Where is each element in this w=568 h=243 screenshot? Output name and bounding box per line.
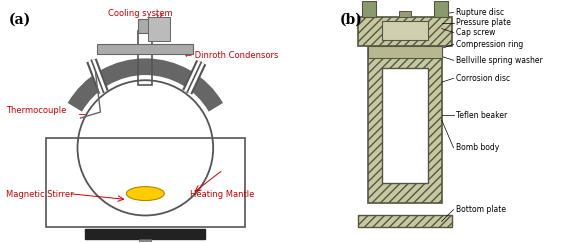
Bar (362, 1, 376, 17)
Bar (382, 68, 428, 183)
Text: Bottom plate: Bottom plate (456, 205, 506, 214)
Bar (148, 17, 170, 42)
Bar (139, 31, 152, 85)
Text: Heating Mantle: Heating Mantle (190, 190, 254, 199)
Ellipse shape (127, 187, 164, 200)
Text: Compression ring: Compression ring (456, 40, 523, 49)
Bar (358, 216, 452, 227)
Bar (86, 229, 205, 239)
Bar (139, 19, 152, 33)
Bar (98, 44, 193, 54)
Text: (a): (a) (9, 13, 31, 27)
Text: Bellville spring washer: Bellville spring washer (456, 56, 542, 65)
Text: Cooling system: Cooling system (108, 9, 173, 18)
Bar (368, 46, 441, 58)
Bar (358, 17, 452, 46)
Text: (b): (b) (340, 13, 363, 27)
Bar (399, 11, 411, 17)
Text: Magnetic Stirrer: Magnetic Stirrer (6, 190, 73, 199)
Bar (382, 21, 428, 41)
Text: Cap screw: Cap screw (456, 28, 495, 37)
Text: Pressure plate: Pressure plate (456, 18, 511, 27)
Text: Corrosion disc: Corrosion disc (456, 74, 509, 83)
Text: Teflen beaker: Teflen beaker (456, 111, 507, 120)
Text: Thermocouple: Thermocouple (6, 105, 66, 114)
Text: Bomb body: Bomb body (456, 143, 499, 152)
Bar (45, 138, 245, 227)
Bar (368, 38, 441, 202)
Bar (139, 239, 151, 243)
Text: ← Dinroth Condensors: ← Dinroth Condensors (185, 51, 279, 60)
Text: Rupture disc: Rupture disc (456, 8, 504, 17)
Bar (433, 1, 448, 17)
